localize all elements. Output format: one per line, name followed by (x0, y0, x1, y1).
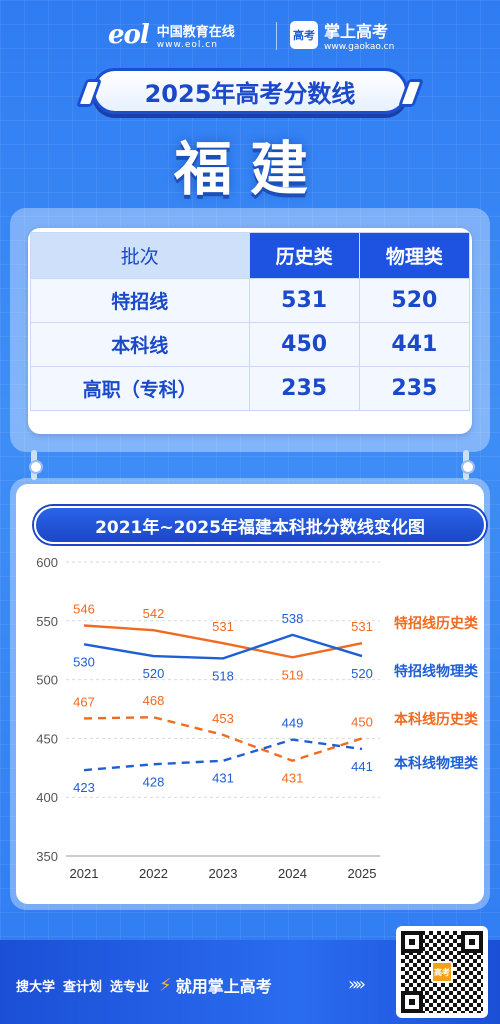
gaokao-name: 掌上高考 (324, 22, 389, 41)
header-history: 历史类 (248, 232, 360, 279)
legend-entry: 特招线物理类 (394, 663, 479, 680)
data-label: 531 (351, 619, 373, 634)
gaokao-logo[interactable]: 高考 掌上高考 www.gaokao.cn (290, 18, 394, 52)
data-label: 423 (73, 780, 95, 795)
eol-name: 中国教育在线 (156, 24, 235, 40)
footer-slogan[interactable]: 就用掌上高考 (175, 977, 272, 996)
data-label: 546 (73, 602, 95, 617)
series-line (83, 738, 363, 772)
score-line-chart: 350 400 450 500 550 600 2021 2022 2023 2024 2025 54… (36, 555, 479, 881)
x-tick-label: 2022 (139, 866, 168, 881)
province-title: 福建 (173, 135, 326, 203)
data-label: 531 (212, 619, 234, 634)
data-label: 518 (212, 668, 234, 683)
header-batch: 批次 (30, 232, 250, 279)
qr-code[interactable]: 高考 (396, 926, 488, 1018)
legend-entry: 本科线物理类 (394, 755, 479, 772)
y-tick-label: 600 (36, 555, 58, 570)
table-row: 本科线 450 441 (30, 322, 471, 367)
history-score: 450 (248, 322, 360, 367)
data-label: 428 (143, 774, 165, 789)
eol-url: www.eol.cn (156, 39, 218, 50)
qr-badge: 高考 (431, 961, 453, 983)
data-label: 538 (282, 611, 304, 626)
footer-item-search-university[interactable]: 搜大学 (16, 979, 56, 995)
eol-mark: eol (108, 20, 150, 50)
connector-pin-left (29, 450, 43, 480)
table-row: 特招线 531 520 (30, 278, 471, 323)
y-tick-label: 450 (36, 731, 58, 746)
y-tick-label: 400 (36, 790, 58, 805)
row-label: 特招线 (30, 278, 250, 323)
x-tick-label: 2025 (348, 866, 377, 881)
gaokao-icon: 高考 (290, 21, 318, 49)
data-label: 530 (73, 654, 95, 669)
data-label: 441 (351, 759, 373, 774)
data-label: 519 (282, 667, 304, 682)
series-line (83, 624, 363, 659)
y-tick-label: 550 (36, 614, 58, 629)
page-title: 2025年高考分数线 (144, 79, 356, 108)
physics-score: 235 (358, 366, 471, 411)
lightning-icon: ⚡ (159, 974, 172, 996)
x-tick-label: 2024 (278, 866, 307, 881)
footer-item-choose-major[interactable]: 选专业 (110, 979, 150, 995)
data-label: 431 (282, 771, 304, 786)
row-label: 高职（专科） (30, 366, 250, 411)
physics-score: 441 (358, 322, 471, 367)
series-line (83, 633, 363, 660)
x-tick-label: 2021 (70, 866, 99, 881)
data-label: 542 (143, 606, 165, 621)
physics-score: 520 (358, 278, 471, 323)
data-label: 431 (212, 771, 234, 786)
data-label: 520 (143, 666, 165, 681)
chart-card: 2021年~2025年福建本科批分数线变化图 350 400 450 500 550 60… (10, 478, 490, 910)
header-physics: 物理类 (358, 232, 471, 279)
footer-item-check-plan[interactable]: 查计划 (63, 979, 103, 995)
logo-divider (276, 22, 277, 50)
data-label: 467 (73, 694, 95, 709)
history-score: 235 (248, 366, 360, 411)
score-table: 批次 历史类 物理类 特招线 531 520 本科线 450 441 高职（专科… (30, 232, 471, 411)
legend-entry: 特招线历史类 (394, 615, 479, 632)
gaokao-url: www.gaokao.cn (324, 42, 395, 52)
data-label: 449 (282, 716, 304, 731)
data-label: 520 (351, 666, 373, 681)
connector-pin-right (461, 450, 475, 480)
y-tick-label: 500 (36, 673, 58, 688)
data-label: 453 (212, 711, 234, 726)
legend-entry: 本科线历史类 (394, 711, 479, 728)
row-label: 本科线 (30, 322, 250, 367)
chart-title: 2021年~2025年福建本科批分数线变化图 (34, 506, 486, 544)
header-logos: eol 中国教育在线 www.eol.cn 高考 掌上高考 www.gaokao… (0, 18, 500, 54)
data-label: 450 (351, 714, 373, 729)
x-tick-label: 2023 (209, 866, 238, 881)
table-row: 高职（专科） 235 235 (30, 366, 471, 411)
data-label: 468 (143, 693, 165, 708)
score-table-card: 批次 历史类 物理类 特招线 531 520 本科线 450 441 高职（专科… (10, 208, 490, 452)
series-line (83, 716, 363, 763)
history-score: 531 (248, 278, 360, 323)
double-chevron-right-icon: »» (348, 974, 366, 995)
title-banner: 2025年高考分数线 (75, 68, 425, 114)
eol-logo[interactable]: eol 中国教育在线 www.eol.cn (108, 20, 235, 50)
y-tick-label: 350 (36, 849, 58, 864)
